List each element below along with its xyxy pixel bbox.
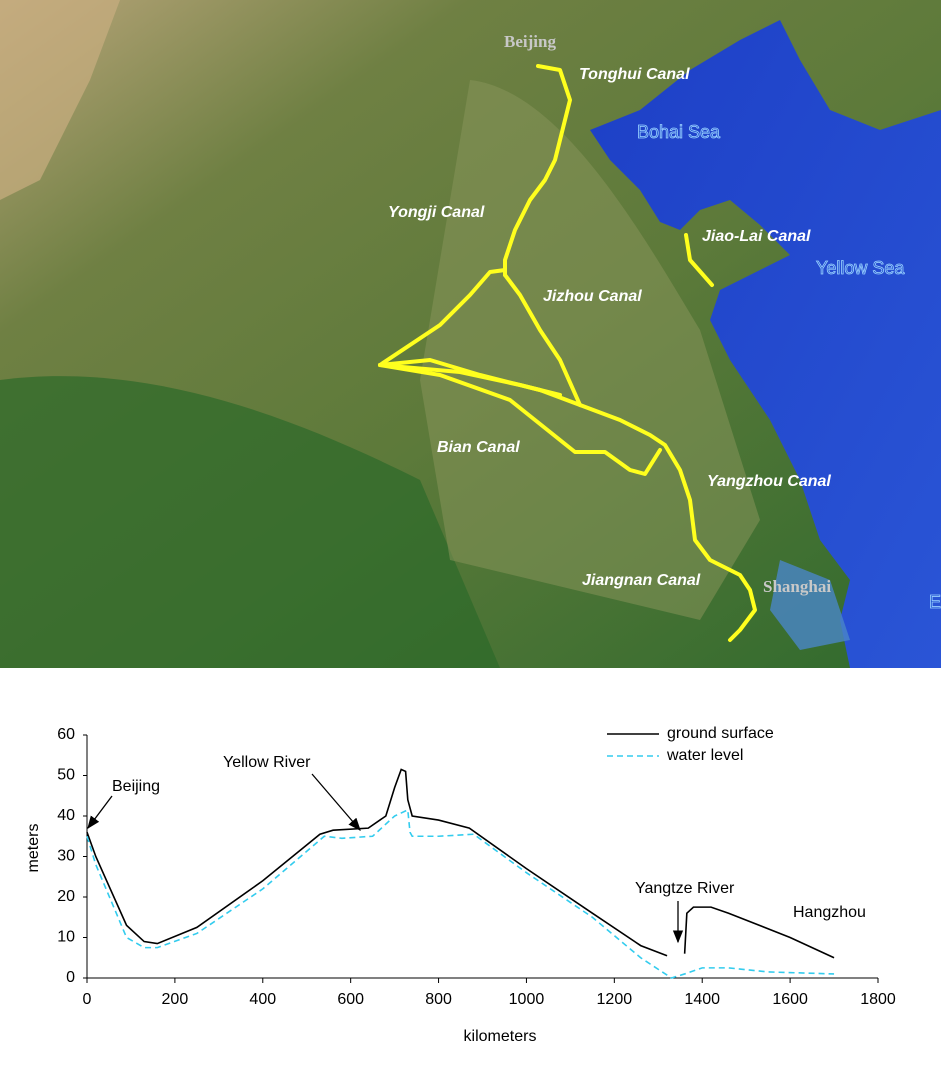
canal-label: Yangzhou Canal xyxy=(707,473,831,490)
x-tick-label: 1400 xyxy=(684,991,720,1008)
x-axis-label: kilometers xyxy=(464,1028,537,1045)
canal-label: Tonghui Canal xyxy=(579,66,690,83)
legend-label: water level xyxy=(666,747,743,764)
y-tick-label: 0 xyxy=(66,969,75,986)
annotation-arrow xyxy=(87,795,113,830)
annotation: Hangzhou xyxy=(793,904,866,921)
sea-label: E xyxy=(929,592,941,612)
x-tick-label: 1600 xyxy=(772,991,808,1008)
x-tick-label: 1000 xyxy=(509,991,545,1008)
city-label: Shanghai xyxy=(763,577,831,596)
canal-label: Jizhou Canal xyxy=(543,288,642,305)
y-tick-label: 20 xyxy=(57,888,75,905)
x-tick-label: 0 xyxy=(83,991,92,1008)
canal-line xyxy=(684,233,714,287)
y-tick-label: 40 xyxy=(57,807,75,824)
canal-line xyxy=(378,363,662,476)
x-tick-label: 800 xyxy=(425,991,452,1008)
chart: kilometers meters 0 200 400 600 800 1000 1200 1… xyxy=(25,725,896,1045)
x-tick-label: 600 xyxy=(337,991,364,1008)
y-tick-label: 30 xyxy=(57,848,75,865)
canal-label: Jiao-Lai Canal xyxy=(702,228,811,245)
canal-label: Jiangnan Canal xyxy=(582,572,701,589)
canal-label: Yongji Canal xyxy=(388,204,485,221)
annotation: Beijing xyxy=(112,778,160,795)
sea-label: Bohai Sea xyxy=(637,122,721,142)
annotation: Yellow River xyxy=(223,754,311,771)
series-line xyxy=(86,768,835,959)
sea-label: Yellow Sea xyxy=(816,258,905,278)
map: Beijing Shanghai Tonghui Canal Yongji Ca… xyxy=(0,0,941,668)
sea xyxy=(590,20,941,668)
x-tick-label: 400 xyxy=(249,991,276,1008)
canal-line xyxy=(503,64,572,277)
y-axis-label: meters xyxy=(25,824,42,873)
canal-label: Bian Canal xyxy=(437,439,520,456)
plain xyxy=(420,80,760,620)
desert xyxy=(0,0,120,200)
y-tick-label: 10 xyxy=(57,929,75,946)
canal-line xyxy=(378,363,562,397)
mountains xyxy=(0,376,500,668)
legend-label: ground surface xyxy=(667,725,774,742)
annotation: Yangtze River xyxy=(635,880,735,897)
x-tick-label: 1200 xyxy=(597,991,633,1008)
x-tick-label: 1800 xyxy=(860,991,896,1008)
x-tick-label: 200 xyxy=(162,991,189,1008)
series-line xyxy=(86,808,835,979)
canal-line xyxy=(503,273,582,407)
delta xyxy=(770,560,850,650)
city-label: Beijing xyxy=(504,32,556,51)
y-tick-label: 50 xyxy=(57,767,75,784)
y-tick-label: 60 xyxy=(57,726,75,743)
annotation-arrow xyxy=(311,773,361,831)
canal-line xyxy=(578,403,757,642)
canal-line xyxy=(378,268,507,367)
